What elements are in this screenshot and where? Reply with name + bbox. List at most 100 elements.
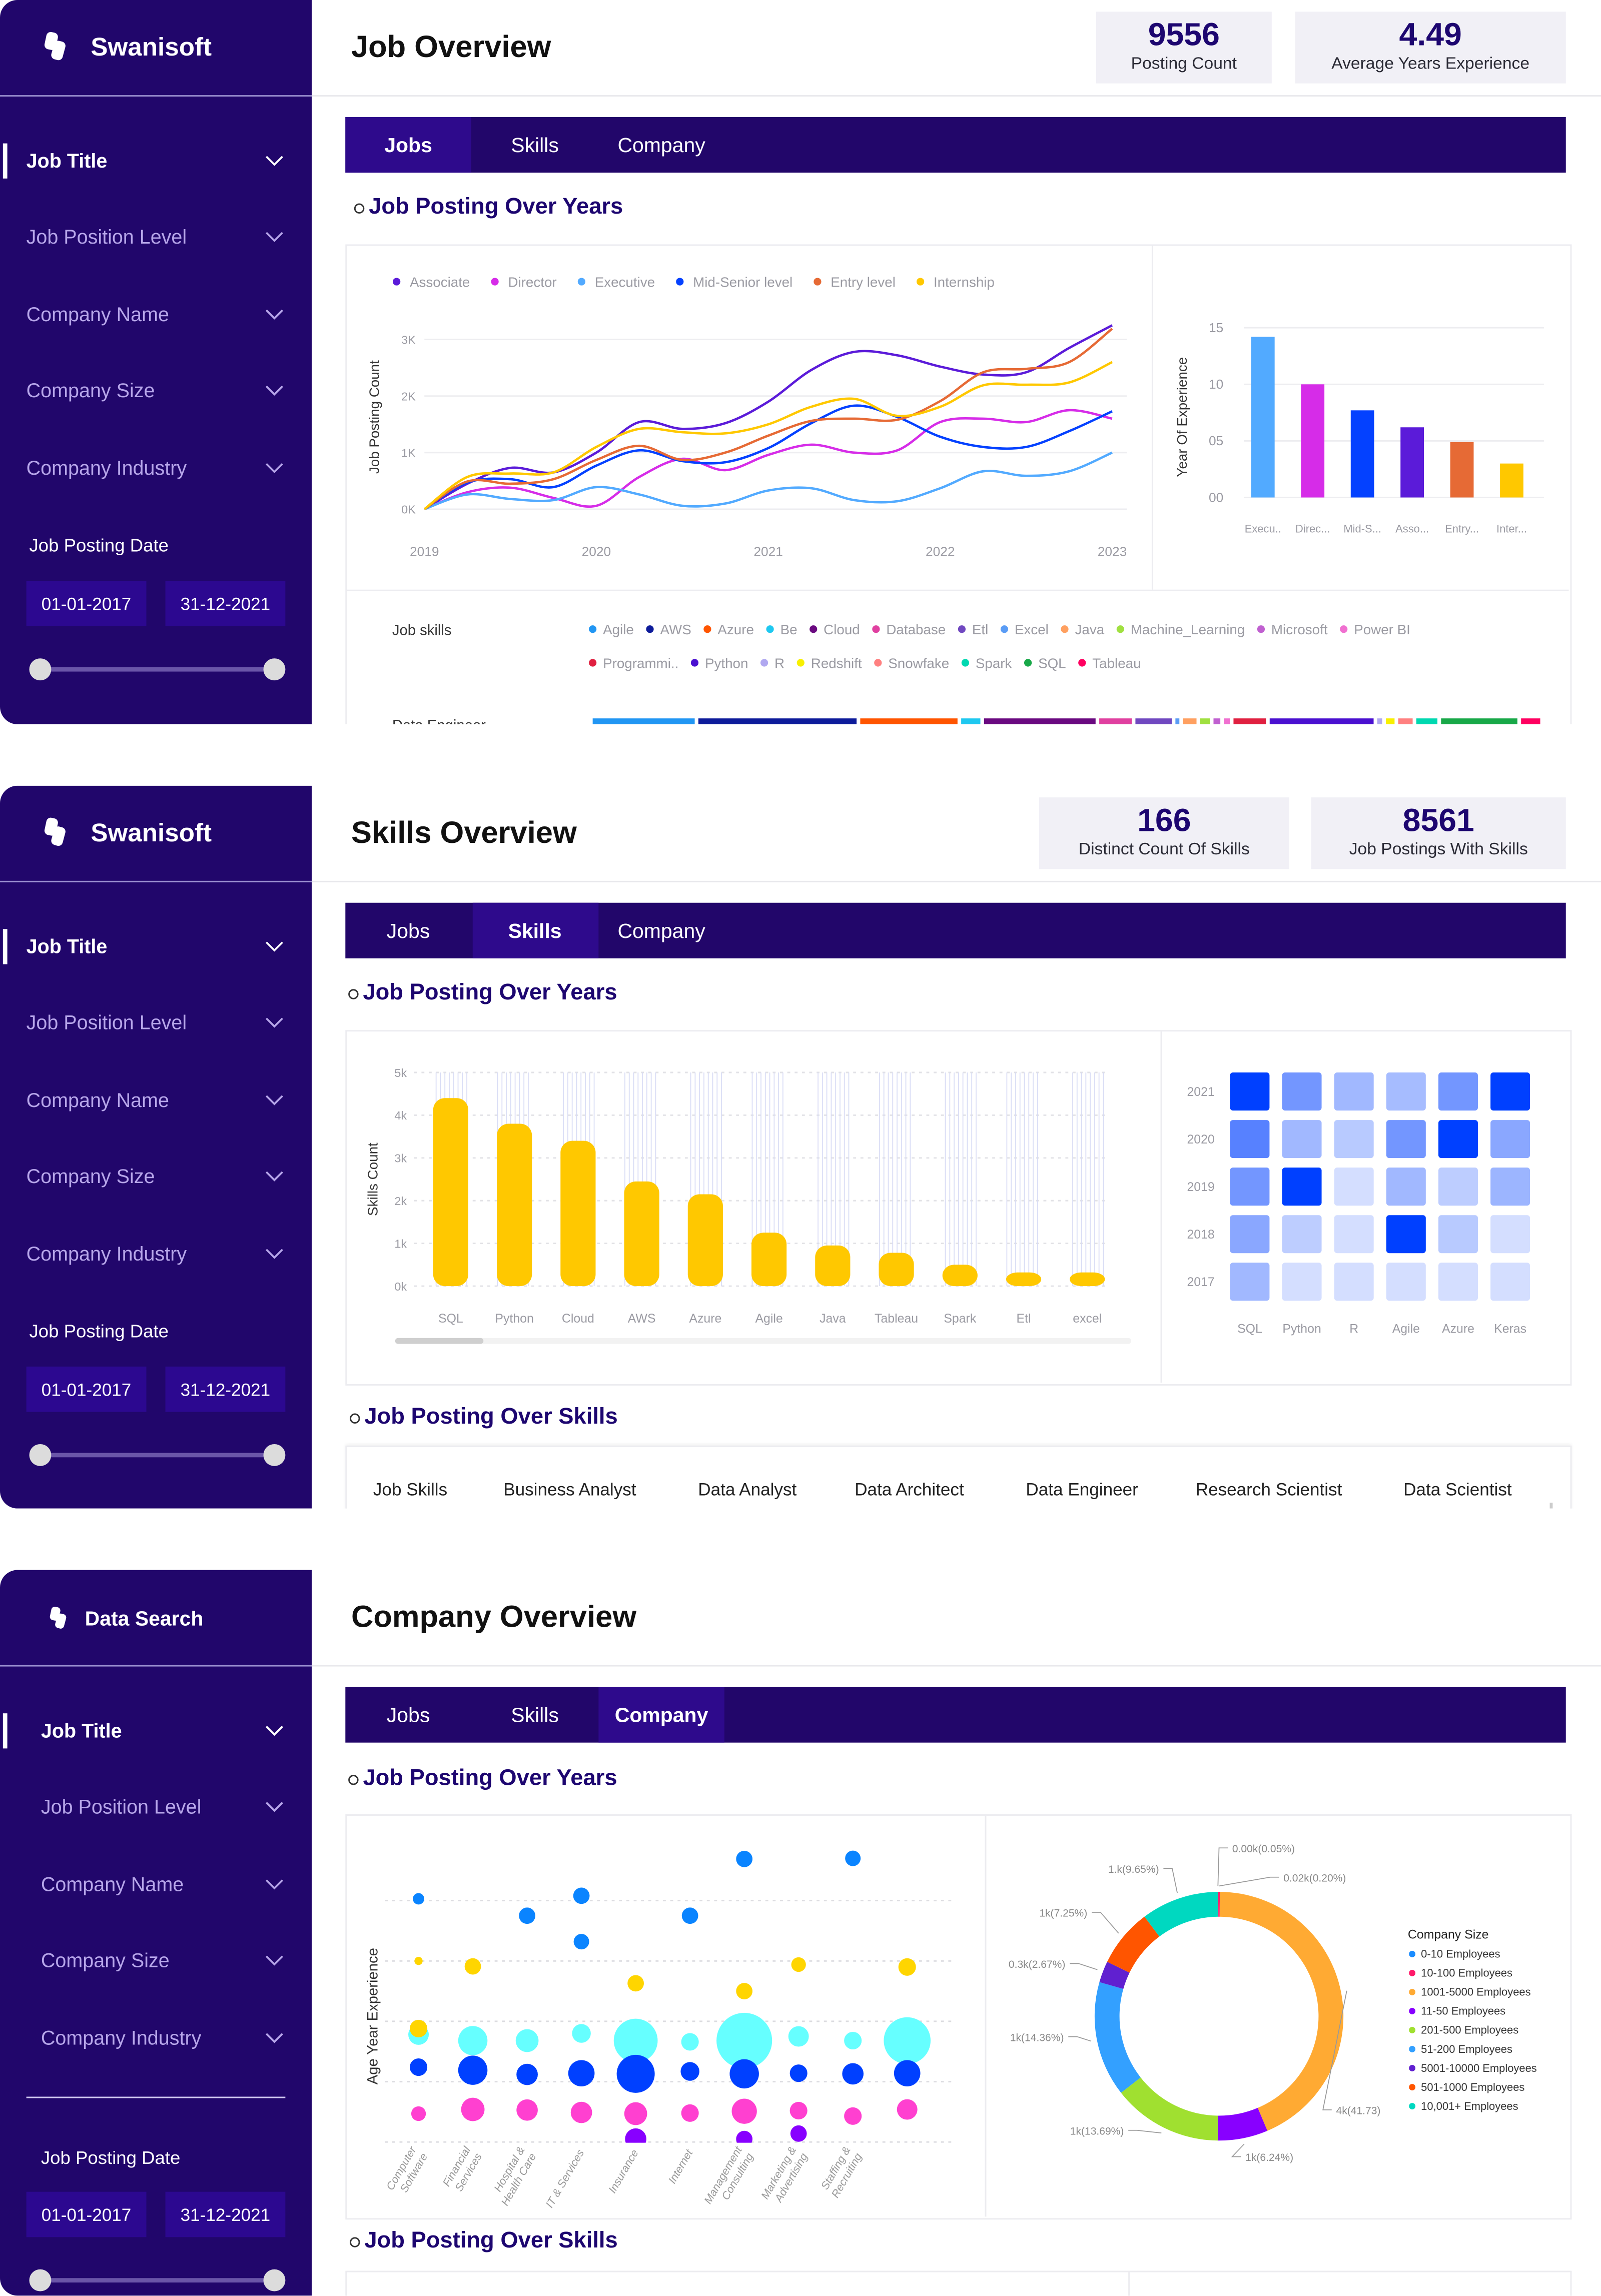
brand-name: Data Search (85, 1606, 204, 1630)
table-header[interactable]: Data Analyst (698, 1479, 797, 1500)
legend-label: Redshift (811, 655, 862, 671)
bubble (573, 1887, 590, 1904)
date-range-slider[interactable] (39, 666, 274, 671)
slider-end-handle[interactable] (263, 1443, 285, 1466)
brand-logo[interactable]: Swanisoft (43, 816, 212, 848)
tab-company[interactable]: Company (598, 1687, 724, 1743)
filter-company-size[interactable]: Company Size (0, 1147, 312, 1206)
filter-job-title[interactable]: Job Title (0, 1702, 312, 1760)
table-header[interactable]: Business Analyst (503, 1479, 636, 1500)
bubble (789, 2101, 808, 2120)
bubble (519, 1907, 535, 1924)
filter-job-position-level[interactable]: Job Position Level (0, 208, 312, 267)
brand-logo[interactable]: Data Search (49, 1605, 204, 1632)
filter-company-name[interactable]: Company Name (0, 1855, 312, 1913)
slider-end-handle[interactable] (263, 657, 285, 680)
slider-start-handle[interactable] (29, 1443, 51, 1466)
table-header[interactable]: Data Architect (855, 1479, 964, 1500)
section-bullet-icon (348, 1774, 359, 1785)
tab-jobs[interactable]: Jobs (386, 918, 430, 942)
legend-label: R (774, 655, 784, 671)
tab-company[interactable]: Company (617, 133, 705, 157)
tab-company[interactable]: Company (617, 918, 705, 942)
date-to-input[interactable]: 31-12-2021 (165, 1366, 286, 1412)
date-range-slider[interactable] (39, 2277, 274, 2282)
leader-line (1217, 1847, 1228, 1886)
chevron-down-icon (266, 1018, 283, 1028)
filter-company-size[interactable]: Company Size (0, 362, 312, 420)
kpi-value: 166 (1137, 801, 1191, 839)
bar-sql (433, 1098, 468, 1287)
legend-label: Entry level (831, 274, 896, 290)
filter-label: Company Size (26, 380, 155, 402)
chart-scrollbar-thumb[interactable] (395, 1338, 484, 1344)
y-tick-label: 2k (394, 1195, 407, 1208)
page-title: Job Overview (351, 31, 551, 65)
tab-jobs[interactable]: Jobs (345, 117, 471, 173)
date-to-input[interactable]: 31-12-2021 (165, 581, 286, 626)
legend-label: Tableau (1092, 655, 1141, 671)
slider-end-handle[interactable] (263, 2268, 285, 2291)
bubble (573, 1934, 589, 1950)
table-header[interactable]: Data Scientist (1403, 1479, 1512, 1500)
divider (985, 1815, 987, 2217)
x-tick-label: ComputerSoftware (384, 2143, 430, 2198)
date-to-input[interactable]: 31-12-2021 (165, 2191, 286, 2237)
date-range-slider[interactable] (39, 1452, 274, 1457)
x-tick-label: R (1349, 1322, 1358, 1336)
sidebar: Swanisoft Job Title Job Position Level Comp… (0, 0, 312, 724)
filter-job-position-level[interactable]: Job Position Level (0, 1778, 312, 1837)
filter-company-industry[interactable]: Company Industry (0, 438, 312, 497)
active-filter-indicator (3, 143, 8, 179)
tab-jobs[interactable]: Jobs (386, 1703, 430, 1727)
legend-marker (589, 625, 597, 633)
bubble (788, 2026, 809, 2047)
filter-job-title[interactable]: Job Title (0, 132, 312, 190)
date-from-input[interactable]: 01-01-2017 (26, 1366, 147, 1412)
filter-company-size[interactable]: Company Size (0, 1932, 312, 1990)
table-header[interactable]: Job Skills (373, 1479, 448, 1500)
filter-company-name[interactable]: Company Name (0, 1071, 312, 1129)
date-from-input[interactable]: 01-01-2017 (26, 581, 147, 626)
donut-slice (1121, 2077, 1218, 2141)
filter-job-title[interactable]: Job Title (0, 917, 312, 976)
heatmap-cell (1334, 1215, 1374, 1254)
heatmap-cell (1490, 1120, 1530, 1159)
bar (1350, 410, 1374, 498)
table-header[interactable]: Research Scientist (1195, 1479, 1342, 1500)
x-tick-label: Marketing &Advertising (758, 2144, 810, 2208)
filter-company-industry[interactable]: Company Industry (0, 1224, 312, 1283)
divider (1160, 1031, 1162, 1383)
bubble (568, 2060, 595, 2086)
brand-logo[interactable]: Swanisoft (43, 31, 212, 63)
filter-label: Company Name (41, 1873, 184, 1895)
bubble (897, 2099, 918, 2120)
stacked-segment (1213, 718, 1221, 724)
legend-label: 10,001+ Employees (1421, 2100, 1518, 2112)
legend-marker (1409, 2046, 1416, 2052)
donut-slice (1144, 1892, 1218, 1937)
tab-skills[interactable]: Skills (511, 1703, 559, 1727)
slider-start-handle[interactable] (29, 657, 51, 680)
legend-marker (1409, 1950, 1416, 1957)
bubble (627, 1975, 644, 1992)
table-scrollbar[interactable] (1549, 1502, 1553, 1509)
legend-marker (1078, 659, 1086, 667)
filter-company-name[interactable]: Company Name (0, 285, 312, 344)
slider-start-handle[interactable] (29, 2268, 51, 2291)
row-label: Data Engineer (392, 718, 486, 724)
filter-company-industry[interactable]: Company Industry (0, 2008, 312, 2067)
tab-skills[interactable]: Skills (511, 133, 559, 157)
y-tick-label: 15 (1209, 320, 1223, 335)
date-from-input[interactable]: 01-01-2017 (26, 2191, 147, 2237)
bar-java (815, 1245, 851, 1287)
tab-skills[interactable]: Skills (472, 902, 598, 958)
filter-label: Company Industry (26, 1242, 187, 1265)
chart-scrollbar[interactable] (395, 1338, 1132, 1344)
filter-job-position-level[interactable]: Job Position Level (0, 994, 312, 1052)
bubble (572, 2024, 591, 2043)
table-header[interactable]: Data Engineer (1026, 1479, 1138, 1500)
active-filter-indicator (3, 929, 8, 964)
chevron-down-icon (266, 1879, 283, 1889)
bubble (570, 2101, 592, 2123)
